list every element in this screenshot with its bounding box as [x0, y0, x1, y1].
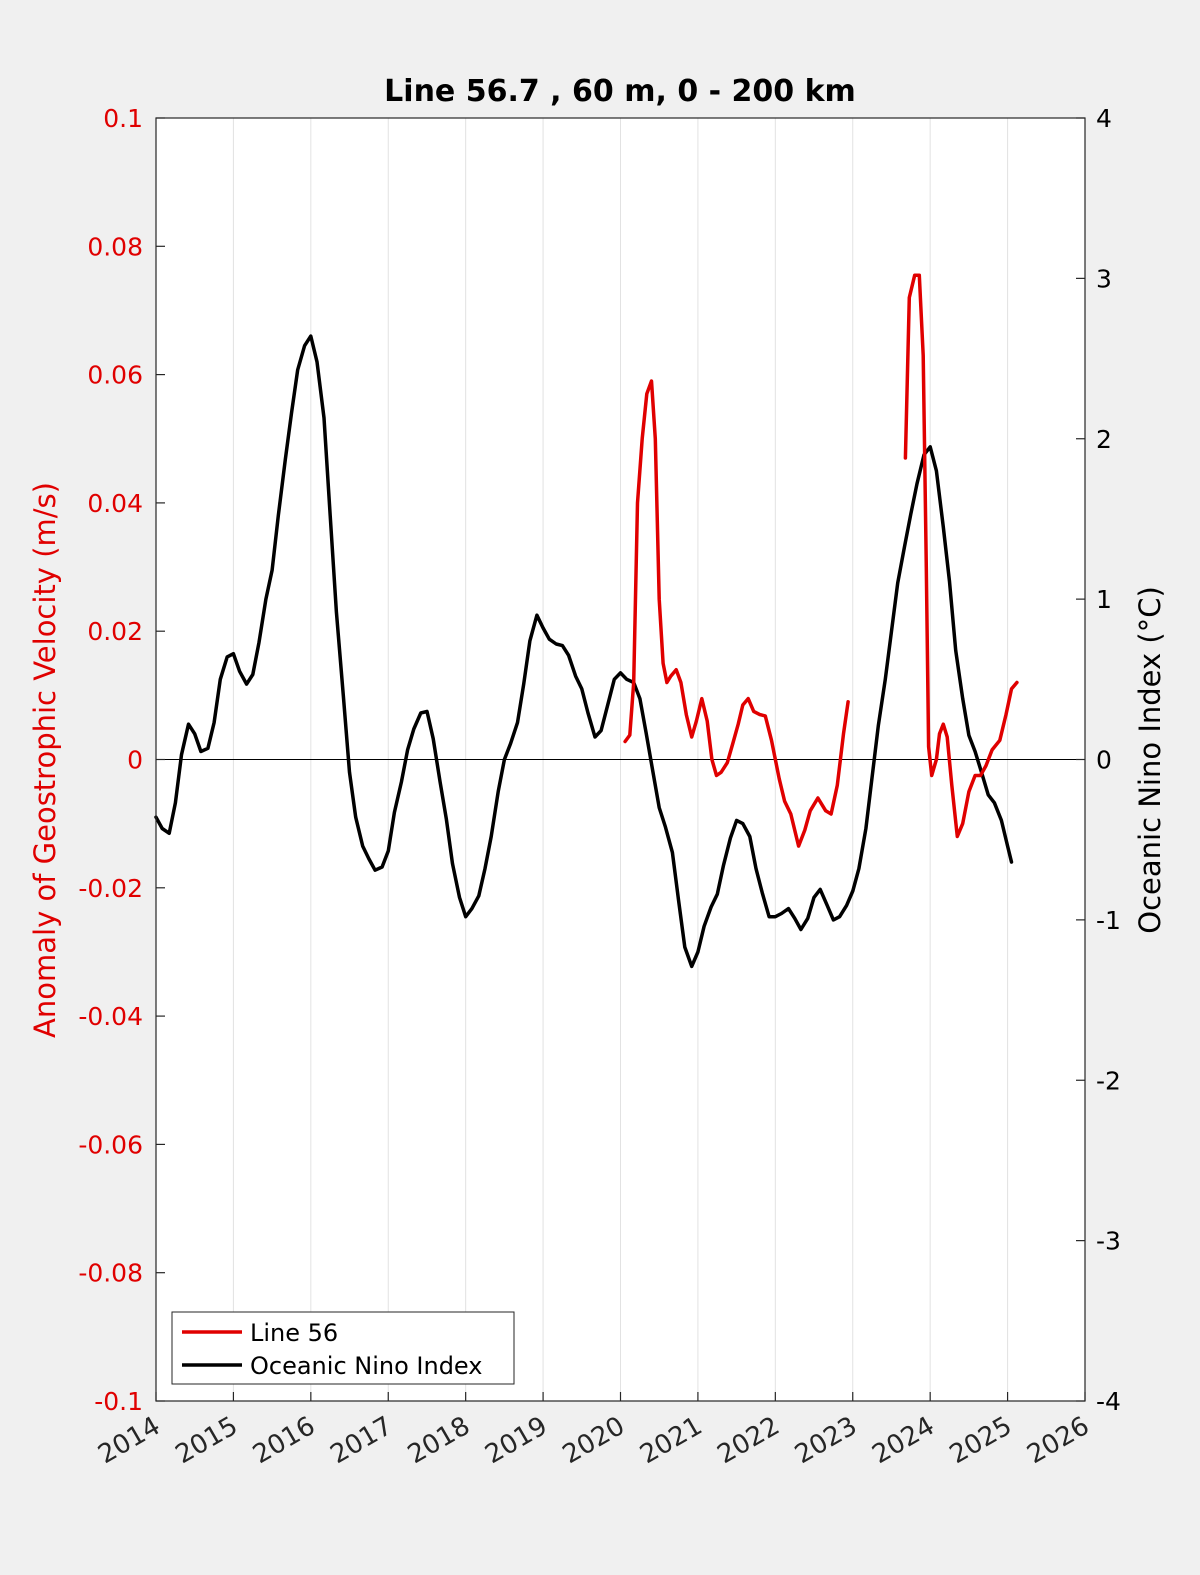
y-right-tick-label: 4 [1096, 104, 1112, 133]
x-tick-label: 2026 [1022, 1411, 1094, 1470]
x-tick-label: 2019 [480, 1411, 552, 1470]
x-tick-label: 2014 [93, 1411, 165, 1470]
series-layer [154, 273, 1019, 969]
y-right-tick-label: -4 [1096, 1387, 1121, 1416]
y-right-tick-label: -3 [1096, 1227, 1121, 1256]
y-left-tick-label: 0.02 [87, 617, 143, 646]
y-left-tick-label: 0 [127, 746, 143, 775]
y-left-tick-label: 0.08 [87, 232, 143, 261]
series-line-line-56 [623, 379, 850, 848]
x-tick-label: 2023 [790, 1411, 862, 1470]
legend-label-line-56: Line 56 [250, 1319, 338, 1347]
x-tick-labels: 2014 2015 2016 2017 2018 2019 2020 2021 2022 2023… [93, 1411, 1094, 1470]
y-left-tick-label: 0.1 [103, 104, 143, 133]
chart-title: Line 56.7 , 60 m, 0 - 200 km [384, 74, 856, 109]
right-tick-labels: 4 3 2 1 0 -1 -2 -3 -4 [1096, 104, 1121, 1416]
y-left-tick-label: -0.02 [78, 874, 143, 903]
x-tick-label: 2024 [867, 1411, 939, 1470]
y-right-tick-label: 0 [1096, 746, 1112, 775]
y-left-tick-label: -0.06 [78, 1130, 143, 1159]
x-tick-label: 2015 [171, 1411, 243, 1470]
y-left-tick-label: 0.04 [87, 489, 143, 518]
x-tick-label: 2016 [248, 1411, 320, 1470]
x-tick-label: 2021 [635, 1411, 707, 1470]
series-line-line-56 [903, 273, 1019, 839]
y-left-tick-label: -0.1 [94, 1387, 143, 1416]
y-left-tick-label: -0.08 [78, 1259, 143, 1288]
y-left-tick-label: -0.04 [78, 1002, 143, 1031]
left-tick-labels: 0.1 0.08 0.06 0.04 0.02 0 -0.02 -0.04 -0.06 -0.08… [78, 104, 143, 1416]
y-right-label: Oceanic Nino Index (°C) [1133, 586, 1167, 934]
y-right-tick-label: -2 [1096, 1066, 1121, 1095]
legend-label-oni: Oceanic Nino Index [250, 1352, 482, 1380]
y-right-tick-label: -1 [1096, 906, 1121, 935]
x-tick-label: 2018 [403, 1411, 475, 1470]
x-tick-label: 2017 [325, 1411, 397, 1470]
y-right-tick-label: 3 [1096, 264, 1112, 293]
y-right-tick-label: 2 [1096, 425, 1112, 454]
y-left-tick-label: 0.06 [87, 361, 143, 390]
y-right-tick-label: 1 [1096, 585, 1112, 614]
legend-box [171, 1311, 515, 1385]
legend: Line 56 Oceanic Nino Index [171, 1311, 515, 1385]
x-tick-label: 2020 [558, 1411, 630, 1470]
series-line-oceanic-nino-index [154, 334, 1014, 969]
y-left-label: Anomaly of Geostrophic Velocity (m/s) [28, 482, 62, 1038]
x-tick-label: 2022 [713, 1411, 785, 1470]
tick-marks [155, 117, 1086, 1402]
x-tick-label: 2025 [945, 1411, 1017, 1470]
